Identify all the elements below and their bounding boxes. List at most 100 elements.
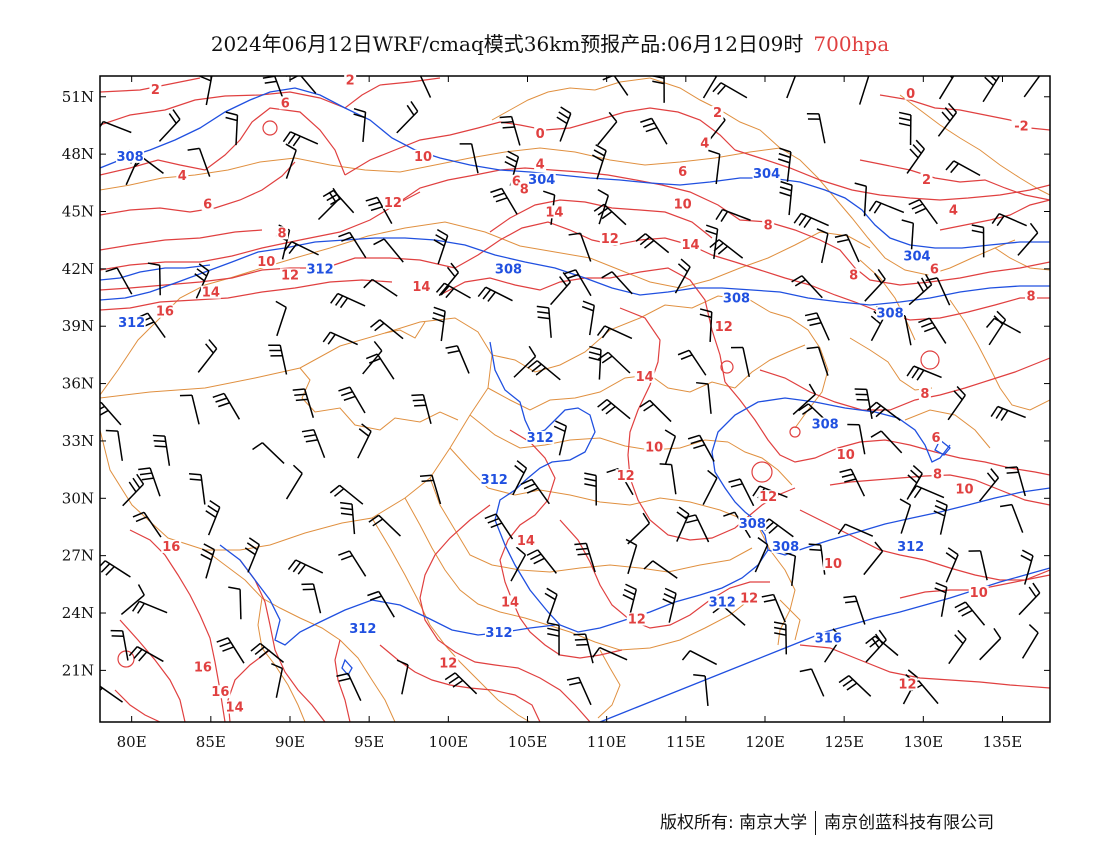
temperature-label-bg bbox=[615, 469, 636, 483]
wind-barb bbox=[490, 187, 518, 215]
wind-barb bbox=[783, 551, 797, 586]
wind-barb bbox=[187, 147, 211, 177]
lon-label: 120E bbox=[745, 733, 785, 751]
wind-barb bbox=[934, 582, 948, 617]
wind-barb bbox=[847, 423, 866, 455]
wind-barb bbox=[779, 180, 793, 216]
geopotential-label-bg bbox=[494, 262, 523, 276]
wind-barb bbox=[702, 469, 718, 506]
temperature-label: 10 bbox=[837, 448, 855, 463]
geopotential-label: 308 bbox=[812, 418, 839, 433]
wind-barb bbox=[301, 583, 322, 614]
wind-barb bbox=[322, 189, 355, 214]
temperature-label-bg bbox=[634, 369, 655, 383]
wind-barb bbox=[338, 386, 366, 414]
wind-barb bbox=[438, 262, 460, 297]
wind-barb bbox=[854, 182, 868, 217]
wind-barb bbox=[676, 506, 690, 542]
wind-barb bbox=[712, 82, 748, 99]
temperature-label-bg bbox=[762, 218, 775, 232]
temperature-label-bg bbox=[224, 700, 245, 714]
temperature-label-bg bbox=[411, 279, 432, 293]
geopotential-label-bg bbox=[876, 306, 905, 320]
wind-barb bbox=[484, 513, 514, 540]
wind-barb bbox=[340, 501, 356, 535]
temperature-label-bg bbox=[149, 82, 162, 96]
temperature-label-bg bbox=[534, 126, 547, 140]
temperature-label: 12 bbox=[439, 657, 457, 672]
temperature-label: -2 bbox=[1014, 119, 1028, 134]
wind-barb bbox=[985, 317, 1021, 334]
wind-barb bbox=[708, 149, 721, 185]
temperature-label-bg bbox=[835, 448, 856, 462]
temperature-label-bg bbox=[500, 595, 521, 609]
geopotential-label: 316 bbox=[815, 632, 842, 647]
wind-barb bbox=[778, 147, 792, 182]
wind-barb bbox=[906, 365, 942, 381]
temperature-label-bg bbox=[947, 203, 960, 217]
wind-barb bbox=[593, 203, 627, 226]
temperature-label-bg bbox=[739, 591, 760, 605]
wind-barb bbox=[556, 106, 572, 142]
temperature-label-bg bbox=[412, 149, 433, 163]
title-level: 700hpa bbox=[813, 32, 890, 56]
temperature-label-bg bbox=[931, 467, 944, 481]
lon-label: 90E bbox=[275, 733, 305, 751]
temperature-label: 0 bbox=[906, 87, 915, 102]
wind-barb bbox=[792, 383, 817, 415]
wind-barb bbox=[938, 76, 955, 100]
wind-barb bbox=[715, 208, 751, 222]
wind-barb bbox=[368, 514, 401, 537]
temperature-label: 16 bbox=[162, 540, 180, 555]
temperature-label: 14 bbox=[226, 701, 244, 716]
longitude-labels: 80E 85E 90E 95E 100E 105E 110E 115E 120E 125E 130E… bbox=[117, 733, 1023, 751]
wind-barb bbox=[105, 267, 133, 295]
temperature-label: 8 bbox=[764, 219, 773, 234]
wind-barb bbox=[373, 238, 404, 263]
wind-barb bbox=[773, 621, 788, 655]
temperature-label: 14 bbox=[412, 280, 430, 295]
geopotential-label: 308 bbox=[117, 150, 144, 165]
wind-barb bbox=[683, 514, 710, 543]
wind-barb bbox=[971, 224, 985, 258]
wind-barb bbox=[158, 109, 181, 142]
wind-barb bbox=[329, 484, 364, 505]
map-frame bbox=[99, 75, 1051, 723]
geopotential-label-bg bbox=[116, 149, 145, 163]
geopotential-label-bg bbox=[752, 167, 781, 181]
wind-barb bbox=[898, 111, 912, 146]
lat-label: 24N bbox=[62, 604, 94, 622]
temperature-label-bg bbox=[515, 534, 536, 548]
temperature-label: 8 bbox=[278, 226, 287, 241]
wind-barb bbox=[205, 500, 221, 536]
temperature-label: 14 bbox=[636, 370, 654, 385]
footer-separator bbox=[815, 811, 817, 835]
wind-barb bbox=[566, 676, 592, 706]
geopotential-label-bg bbox=[722, 291, 751, 305]
wind-barb bbox=[419, 76, 432, 98]
geopotential-label-bg bbox=[708, 595, 737, 609]
wind-barb bbox=[550, 272, 572, 306]
map-title: 2024年06月12日WRF/cmaq模式36km预报产品:06月12日09时 7… bbox=[0, 28, 1100, 57]
wind-barb bbox=[367, 590, 395, 618]
wind-barb bbox=[244, 537, 260, 573]
lat-label: 21N bbox=[62, 661, 94, 679]
wind-barb bbox=[687, 434, 715, 462]
wind-barb bbox=[188, 473, 206, 505]
wind-barb bbox=[526, 549, 557, 574]
wind-barb bbox=[597, 398, 631, 420]
temperature-label: 2 bbox=[922, 173, 931, 188]
wind-barb bbox=[982, 76, 1000, 103]
wind-barb bbox=[252, 442, 285, 464]
temperature-label-bg bbox=[626, 612, 647, 626]
wind-barb bbox=[1021, 624, 1039, 659]
wind-barb bbox=[643, 560, 678, 579]
wind-barb bbox=[999, 503, 1024, 533]
wind-barb bbox=[597, 188, 610, 225]
temperature-label-bg bbox=[256, 255, 277, 269]
title-main: 2024年06月12日WRF/cmaq模式36km预报产品:06月12日09时 bbox=[210, 32, 804, 56]
geopotential-label-bg bbox=[117, 316, 146, 330]
wind-barb bbox=[1017, 222, 1039, 256]
wind-barb bbox=[786, 76, 797, 99]
